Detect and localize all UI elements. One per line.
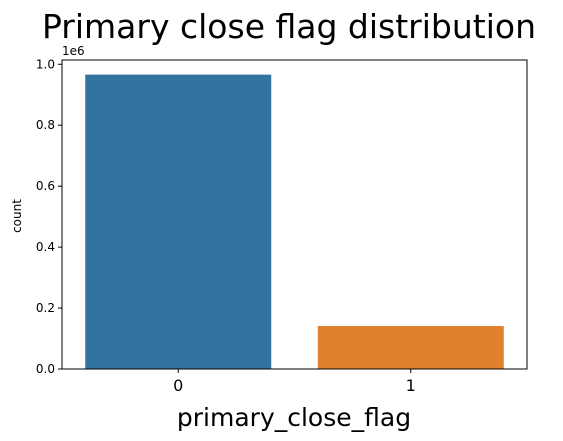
y-tick-label: 0.6 [36,179,55,193]
bars [85,74,504,369]
y-tick-label: 1.0 [36,57,55,71]
y-tick-label: 0.0 [36,362,55,376]
x-axis-label: primary_close_flag [177,403,411,432]
y-tick-label: 0.8 [36,118,55,132]
y-tick-label: 0.4 [36,240,55,254]
y-axis-offset-label: 1e6 [62,44,85,58]
chart-title: Primary close flag distribution [42,7,536,46]
plot-frame [61,59,528,370]
x-tick-label: 1 [406,376,416,395]
y-tick-label: 0.2 [36,301,55,315]
y-axis-label: count [10,199,24,233]
bar-0 [85,74,272,369]
x-tick-label: 0 [173,376,183,395]
bar-1 [317,326,504,369]
y-axis-ticks: 0.0 0.2 0.4 0.6 0.8 1.0 [36,57,62,376]
